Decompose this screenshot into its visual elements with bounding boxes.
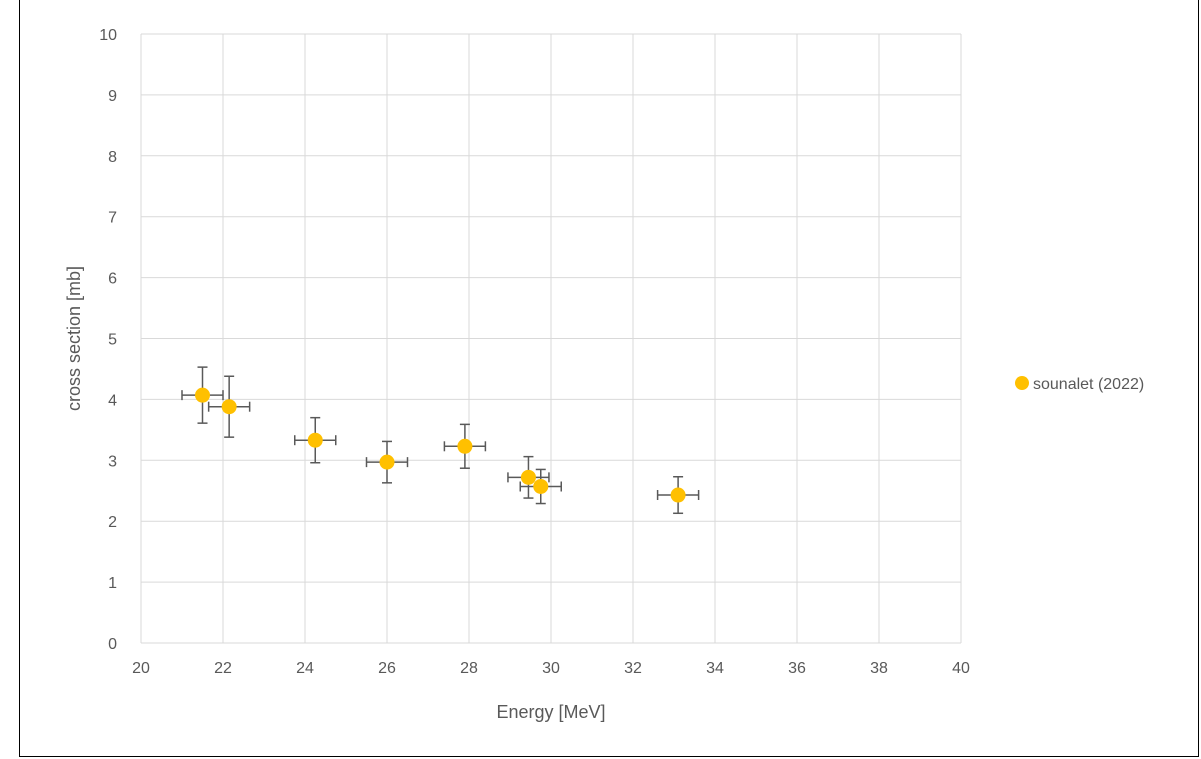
y-axis-title: cross section [mb] bbox=[64, 266, 84, 411]
x-tick-label: 22 bbox=[214, 660, 232, 677]
y-tick-label: 8 bbox=[108, 149, 117, 166]
x-tick-label: 28 bbox=[460, 660, 478, 677]
data-point bbox=[195, 387, 210, 403]
x-tick-labels: 20 22 24 26 28 30 32 34 36 38 40 bbox=[132, 660, 970, 677]
data-point bbox=[307, 432, 323, 448]
x-tick-label: 34 bbox=[706, 660, 724, 677]
y-tick-label: 4 bbox=[108, 392, 117, 409]
y-tick-label: 6 bbox=[108, 271, 117, 288]
x-tick-label: 32 bbox=[624, 660, 642, 677]
y-tick-label: 3 bbox=[108, 453, 117, 470]
x-tick-label: 20 bbox=[132, 660, 150, 677]
data-point bbox=[670, 487, 686, 503]
x-tick-label: 30 bbox=[542, 660, 560, 677]
error-bars bbox=[181, 366, 700, 515]
legend-marker bbox=[1015, 376, 1029, 390]
y-tick-label: 7 bbox=[108, 210, 117, 227]
x-tick-label: 24 bbox=[296, 660, 314, 677]
data-point bbox=[457, 438, 473, 454]
y-tick-label: 1 bbox=[108, 575, 117, 592]
y-tick-label: 5 bbox=[108, 332, 117, 349]
chart-frame bbox=[19, 0, 1199, 757]
y-tick-label: 9 bbox=[108, 88, 117, 105]
x-tick-label: 38 bbox=[870, 660, 888, 677]
data-points bbox=[195, 387, 686, 503]
x-axis-title: Energy [MeV] bbox=[496, 702, 605, 722]
data-point bbox=[221, 399, 237, 415]
data-point bbox=[520, 469, 536, 485]
legend-label: sounalet (2022) bbox=[1033, 376, 1144, 393]
y-tick-label: 2 bbox=[108, 514, 117, 531]
y-tick-label: 0 bbox=[108, 636, 117, 653]
x-tick-label: 36 bbox=[788, 660, 806, 677]
x-tick-label: 26 bbox=[378, 660, 396, 677]
x-tick-label: 40 bbox=[952, 660, 970, 677]
y-tick-labels: 0 1 2 3 4 5 6 7 8 9 10 bbox=[99, 27, 117, 653]
data-point bbox=[379, 454, 395, 470]
grid-lines bbox=[140, 33, 962, 644]
legend: sounalet (2022) bbox=[1015, 376, 1144, 393]
y-tick-label: 10 bbox=[99, 27, 117, 44]
data-point bbox=[533, 478, 549, 494]
